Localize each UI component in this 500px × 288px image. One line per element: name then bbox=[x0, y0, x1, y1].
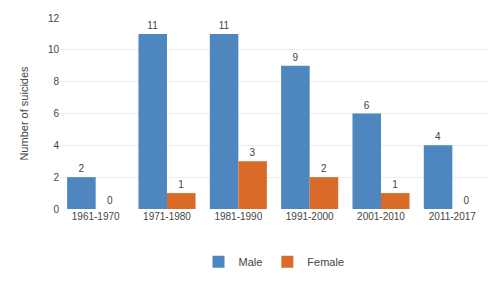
svg-text:6: 6 bbox=[53, 108, 59, 119]
svg-text:2011-2017: 2011-2017 bbox=[429, 211, 477, 222]
svg-text:1: 1 bbox=[392, 179, 398, 190]
svg-text:1961-1970: 1961-1970 bbox=[72, 211, 120, 222]
svg-text:0: 0 bbox=[464, 195, 470, 206]
svg-text:Number of suicides: Number of suicides bbox=[18, 66, 30, 161]
svg-text:9: 9 bbox=[292, 52, 298, 63]
svg-text:2: 2 bbox=[78, 163, 84, 174]
svg-text:12: 12 bbox=[48, 13, 60, 24]
svg-text:2001-2010: 2001-2010 bbox=[357, 211, 405, 222]
svg-text:3: 3 bbox=[250, 147, 256, 158]
svg-text:0: 0 bbox=[53, 204, 59, 215]
svg-text:10: 10 bbox=[48, 44, 60, 55]
svg-text:1: 1 bbox=[178, 179, 184, 190]
svg-text:11: 11 bbox=[147, 20, 158, 31]
svg-text:Female: Female bbox=[307, 256, 344, 268]
svg-text:1981-1990: 1981-1990 bbox=[214, 211, 262, 222]
svg-text:1971-1980: 1971-1980 bbox=[143, 211, 191, 222]
svg-text:8: 8 bbox=[53, 76, 59, 87]
svg-text:1991-2000: 1991-2000 bbox=[286, 211, 334, 222]
svg-text:Male: Male bbox=[239, 256, 263, 268]
svg-text:0: 0 bbox=[107, 195, 113, 206]
svg-text:11: 11 bbox=[219, 20, 230, 31]
svg-text:2: 2 bbox=[321, 163, 327, 174]
svg-text:4: 4 bbox=[53, 140, 59, 151]
svg-text:6: 6 bbox=[364, 100, 370, 111]
svg-text:2: 2 bbox=[53, 172, 59, 183]
svg-text:4: 4 bbox=[435, 131, 441, 142]
